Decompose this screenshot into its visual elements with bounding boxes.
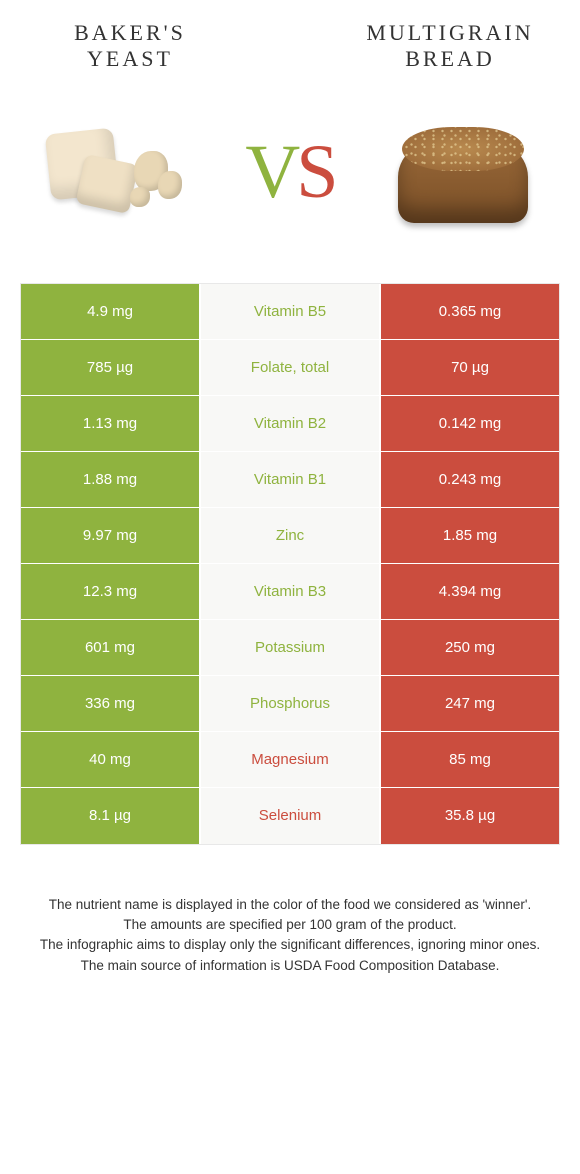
left-title-line2: YEAST bbox=[87, 46, 173, 71]
table-row: 1.13 mgVitamin B20.142 mg bbox=[21, 396, 559, 452]
nutrient-name: Selenium bbox=[201, 788, 379, 844]
right-value: 0.243 mg bbox=[379, 452, 559, 507]
right-value: 250 mg bbox=[379, 620, 559, 675]
left-value: 601 mg bbox=[21, 620, 201, 675]
table-row: 4.9 mgVitamin B50.365 mg bbox=[21, 284, 559, 340]
table-row: 9.97 mgZinc1.85 mg bbox=[21, 508, 559, 564]
table-row: 40 mgMagnesium85 mg bbox=[21, 732, 559, 788]
vs-s: S bbox=[296, 130, 334, 214]
nutrient-name: Vitamin B3 bbox=[201, 564, 379, 619]
bread-image bbox=[380, 103, 540, 243]
table-row: 601 mgPotassium250 mg bbox=[21, 620, 559, 676]
header: BAKER'S YEAST MULTIGRAIN BREAD bbox=[0, 0, 580, 83]
left-value: 9.97 mg bbox=[21, 508, 201, 563]
right-food-title: MULTIGRAIN BREAD bbox=[350, 20, 550, 73]
table-row: 8.1 µgSelenium35.8 µg bbox=[21, 788, 559, 844]
footer-line-3: The infographic aims to display only the… bbox=[30, 935, 550, 955]
nutrient-name: Magnesium bbox=[201, 732, 379, 787]
right-value: 1.85 mg bbox=[379, 508, 559, 563]
left-title-line1: BAKER'S bbox=[74, 20, 186, 45]
right-value: 247 mg bbox=[379, 676, 559, 731]
right-value: 4.394 mg bbox=[379, 564, 559, 619]
right-value: 35.8 µg bbox=[379, 788, 559, 844]
nutrient-name: Zinc bbox=[201, 508, 379, 563]
left-value: 8.1 µg bbox=[21, 788, 201, 844]
right-title-line1: MULTIGRAIN bbox=[366, 20, 533, 45]
table-row: 1.88 mgVitamin B10.243 mg bbox=[21, 452, 559, 508]
right-value: 0.365 mg bbox=[379, 284, 559, 339]
left-value: 1.13 mg bbox=[21, 396, 201, 451]
left-value: 12.3 mg bbox=[21, 564, 201, 619]
nutrient-name: Potassium bbox=[201, 620, 379, 675]
right-title-line2: BREAD bbox=[405, 46, 495, 71]
left-food-title: BAKER'S YEAST bbox=[30, 20, 230, 73]
comparison-table: 4.9 mgVitamin B50.365 mg785 µgFolate, to… bbox=[20, 283, 560, 845]
footer-notes: The nutrient name is displayed in the co… bbox=[0, 845, 580, 976]
vs-label: VS bbox=[245, 129, 334, 216]
bread-icon bbox=[380, 103, 540, 243]
yeast-image bbox=[40, 103, 200, 243]
right-value: 85 mg bbox=[379, 732, 559, 787]
nutrient-name: Vitamin B2 bbox=[201, 396, 379, 451]
nutrient-name: Vitamin B5 bbox=[201, 284, 379, 339]
left-value: 785 µg bbox=[21, 340, 201, 395]
footer-line-1: The nutrient name is displayed in the co… bbox=[30, 895, 550, 915]
footer-line-2: The amounts are specified per 100 gram o… bbox=[30, 915, 550, 935]
table-row: 785 µgFolate, total70 µg bbox=[21, 340, 559, 396]
images-row: VS bbox=[0, 83, 580, 283]
left-value: 4.9 mg bbox=[21, 284, 201, 339]
left-value: 40 mg bbox=[21, 732, 201, 787]
nutrient-name: Folate, total bbox=[201, 340, 379, 395]
table-row: 12.3 mgVitamin B34.394 mg bbox=[21, 564, 559, 620]
table-row: 336 mgPhosphorus247 mg bbox=[21, 676, 559, 732]
left-value: 336 mg bbox=[21, 676, 201, 731]
right-value: 0.142 mg bbox=[379, 396, 559, 451]
right-value: 70 µg bbox=[379, 340, 559, 395]
nutrient-name: Phosphorus bbox=[201, 676, 379, 731]
nutrient-name: Vitamin B1 bbox=[201, 452, 379, 507]
yeast-icon bbox=[40, 113, 200, 233]
vs-v: V bbox=[245, 130, 296, 214]
footer-line-4: The main source of information is USDA F… bbox=[30, 956, 550, 976]
left-value: 1.88 mg bbox=[21, 452, 201, 507]
